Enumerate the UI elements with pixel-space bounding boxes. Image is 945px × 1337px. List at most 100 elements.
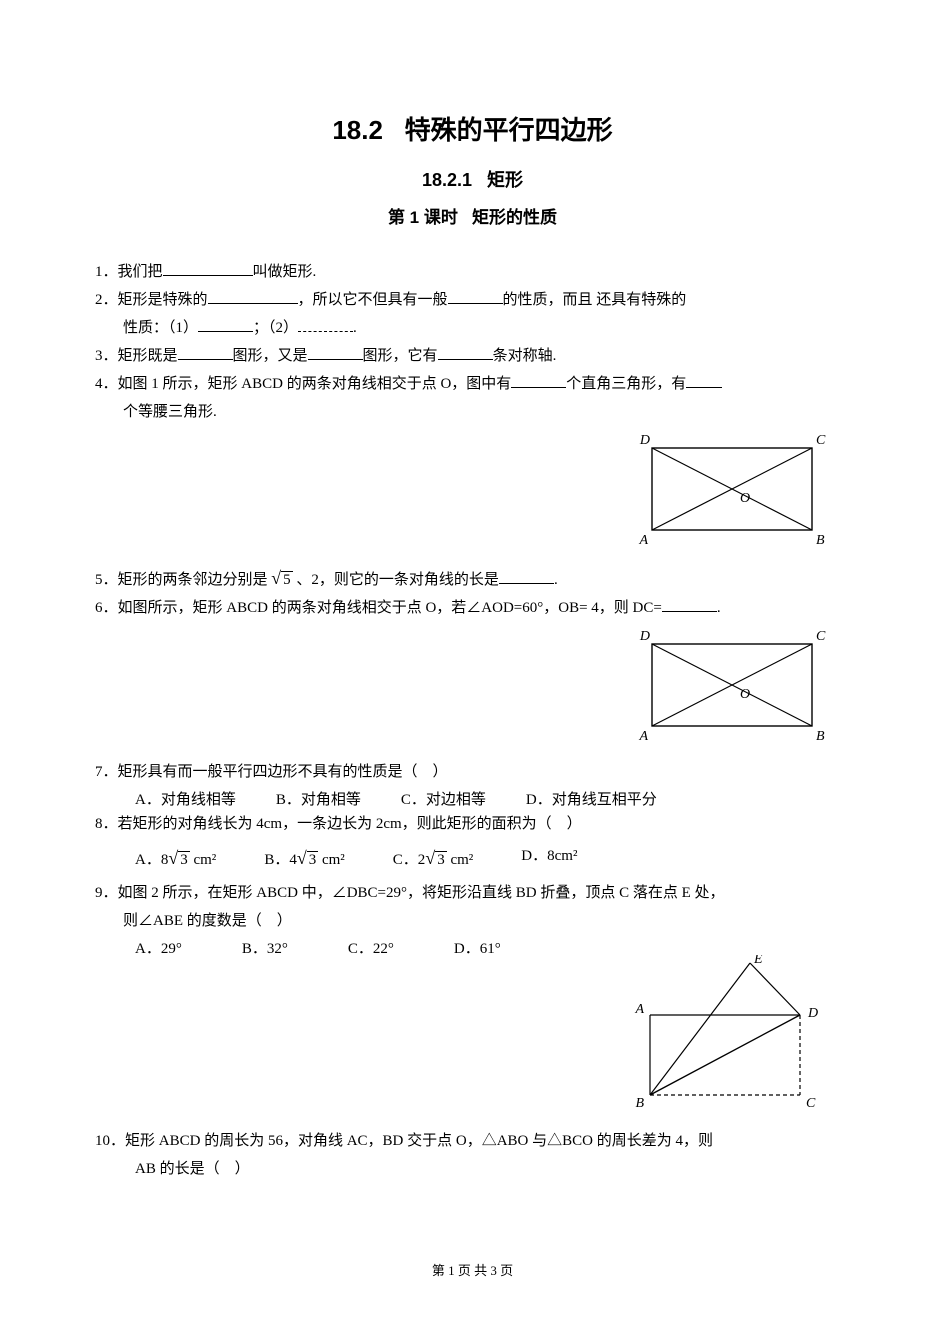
- figure-3-row: A D B C E: [95, 955, 850, 1115]
- title2-num: 18.2.1: [422, 170, 472, 190]
- label-A: A: [634, 1002, 644, 1017]
- figure-rectangle-2: D C A B O: [630, 626, 830, 746]
- q5-sqrt: 5: [281, 571, 293, 588]
- title3-prefix: 第: [388, 208, 405, 227]
- question-4-line2: 个等腰三角形.: [95, 400, 850, 424]
- question-1: 1．我们把 叫做矩形.: [95, 260, 850, 284]
- label-D: D: [807, 1006, 818, 1021]
- blank: [662, 597, 717, 612]
- q2-num: 2．: [95, 292, 118, 308]
- blank: [298, 317, 353, 332]
- label-B: B: [635, 1096, 644, 1111]
- label-C: C: [806, 1096, 816, 1111]
- q9-num: 9．: [95, 885, 118, 901]
- question-6: 6．如图所示，矩形 ABCD 的两条对角线相交于点 O，若∠AOD=60°，OB…: [95, 596, 850, 620]
- q7-opt-a: A．对角线相等: [135, 788, 236, 812]
- figure-2-row: D C A B O: [95, 626, 850, 746]
- figure-1-row: D C A B O: [95, 430, 850, 550]
- label-O: O: [740, 687, 750, 702]
- q3-num: 3．: [95, 348, 118, 364]
- subsection-title: 18.2.1 矩形: [95, 166, 850, 195]
- q6-a: 如图所示，矩形 ABCD 的两条对角线相交于点 O，若∠AOD=60°，OB= …: [118, 600, 662, 616]
- question-7: 7．矩形具有而一般平行四边形不具有的性质是（ ）: [95, 760, 850, 784]
- label-C: C: [816, 433, 826, 448]
- q6-num: 6．: [95, 600, 118, 616]
- q2-f: .: [353, 320, 357, 336]
- q7-opt-b: B．对角相等: [276, 788, 361, 812]
- q1-num: 1．: [95, 264, 118, 280]
- blank: [686, 373, 722, 388]
- q2-a: 矩形是特殊的: [118, 292, 208, 308]
- q1-b: 叫做矩形.: [253, 264, 317, 280]
- blank: [438, 345, 493, 360]
- question-9-line2: 则∠ABE 的度数是（ ）: [95, 909, 850, 933]
- section-title: 18.2 特殊的平行四边形: [95, 110, 850, 152]
- q8-num: 8．: [95, 816, 118, 832]
- figure-rectangle-1: D C A B O: [630, 430, 830, 550]
- q2-b: ，所以它不但具有一般: [298, 292, 448, 308]
- title3-text: 矩形的性质: [472, 208, 557, 227]
- q9-opt-c: C．22°: [348, 937, 394, 961]
- q2-d: 性质：（1）: [123, 320, 198, 336]
- q6-b: .: [717, 600, 721, 616]
- figure-fold: A D B C E: [620, 955, 830, 1115]
- q5-c: .: [554, 572, 558, 588]
- label-A: A: [638, 533, 648, 548]
- q7-a: 矩形具有而一般平行四边形不具有的性质是（ ）: [118, 764, 448, 780]
- q9-b: 则∠ABE 的度数是（ ）: [123, 913, 292, 929]
- title1-num: 18.2: [332, 115, 383, 145]
- blank: [448, 289, 503, 304]
- q10-a: 矩形 ABCD 的周长为 56，对角线 AC，BD 交于点 O，△ABO 与△B…: [125, 1133, 713, 1149]
- q9-a: 如图 2 所示，在矩形 ABCD 中，∠DBC=29°，将矩形沿直线 BD 折叠…: [118, 885, 725, 901]
- q4-a: 如图 1 所示，矩形 ABCD 的两条对角线相交于点 O，图中有: [118, 376, 512, 392]
- lesson-title: 第 1 课时 矩形的性质: [95, 204, 850, 231]
- blank: [308, 345, 363, 360]
- page-footer: 第 1 页 共 3 页: [0, 1261, 945, 1282]
- q8-a: 若矩形的对角线长为 4cm，一条边长为 2cm，则此矩形的面积为（ ）: [118, 816, 582, 832]
- footer-text: 第 1 页 共 3 页: [432, 1263, 513, 1278]
- label-E: E: [753, 955, 763, 967]
- q10-b: AB 的长是（ ）: [135, 1161, 250, 1177]
- q7-options: A．对角线相等 B．对角相等 C．对边相等 D．对角线互相平分: [95, 788, 850, 812]
- question-2-line2: 性质：（1） ；（2）.: [95, 316, 850, 340]
- question-4: 4．如图 1 所示，矩形 ABCD 的两条对角线相交于点 O，图中有 个直角三角形…: [95, 372, 850, 396]
- label-D: D: [639, 433, 650, 448]
- q8-opt-d: D．8cm²: [521, 844, 577, 873]
- q9-opt-a: A．29°: [135, 937, 182, 961]
- question-10-line2: AB 的长是（ ）: [95, 1157, 850, 1181]
- question-10: 10．矩形 ABCD 的周长为 56，对角线 AC，BD 交于点 O，△ABO …: [95, 1129, 850, 1153]
- label-O: O: [740, 491, 750, 506]
- q5-a: 矩形的两条邻边分别是: [118, 572, 268, 588]
- label-D: D: [639, 629, 650, 644]
- blank: [198, 317, 253, 332]
- q4-b: 个直角三角形，有: [566, 376, 686, 392]
- q5-b: 、2，则它的一条对角线的长是: [296, 572, 499, 588]
- q4-num: 4．: [95, 376, 118, 392]
- q8-opt-a: A．8√3 cm²: [135, 844, 216, 873]
- label-B: B: [816, 729, 825, 744]
- label-A: A: [638, 729, 648, 744]
- question-5: 5．矩形的两条邻边分别是 √5 、2，则它的一条对角线的长是.: [95, 564, 850, 593]
- q5-num: 5．: [95, 572, 118, 588]
- title2-text: 矩形: [487, 170, 523, 190]
- blank: [511, 373, 566, 388]
- q7-opt-c: C．对边相等: [401, 788, 486, 812]
- blank: [163, 261, 253, 276]
- label-C: C: [816, 629, 826, 644]
- title1-text: 特殊的平行四边形: [405, 115, 613, 145]
- blank: [499, 569, 554, 584]
- title3-num: 1: [410, 208, 419, 227]
- question-8: 8．若矩形的对角线长为 4cm，一条边长为 2cm，则此矩形的面积为（ ）: [95, 812, 850, 836]
- q7-num: 7．: [95, 764, 118, 780]
- q8-opt-b: B．4√3 cm²: [264, 844, 344, 873]
- title3-suffix: 课时: [424, 208, 458, 227]
- q9-opt-d: D．61°: [454, 937, 501, 961]
- q2-c: 的性质，而且 还具有特殊的: [503, 292, 687, 308]
- q9-opt-b: B．32°: [242, 937, 288, 961]
- q1-a: 我们把: [118, 264, 163, 280]
- q10-num: 10．: [95, 1133, 125, 1149]
- q7-opt-d: D．对角线互相平分: [526, 788, 657, 812]
- question-3: 3．矩形既是图形，又是图形，它有条对称轴.: [95, 344, 850, 368]
- q3-b: 图形，又是: [233, 348, 308, 364]
- q2-e: ；（2）: [253, 320, 298, 336]
